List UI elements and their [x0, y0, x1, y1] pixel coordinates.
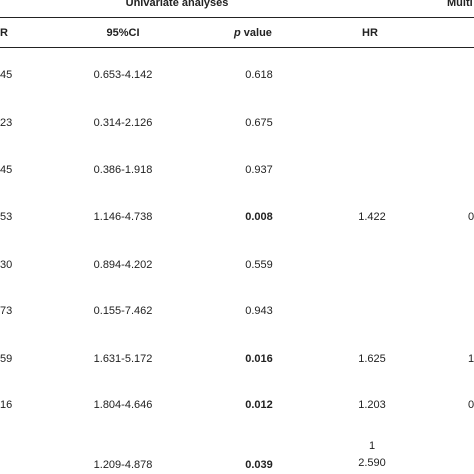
multi-hr-cell: 1.625 [358, 353, 386, 365]
hr-cell: 23 [0, 117, 13, 129]
ci-cell: 0.653-4.142 [93, 69, 153, 81]
hr-cell: 45 [0, 69, 13, 81]
ci-cell: 0.314-2.126 [93, 117, 153, 129]
ci-cell: 1.146-4.738 [93, 211, 153, 223]
col-header-multi-hr: HR [362, 27, 378, 39]
hr-cell: 73 [0, 305, 13, 317]
hr-cell: 16 [0, 399, 13, 411]
p-value-cell: 0.937 [245, 164, 273, 176]
header-rule-top [0, 17, 474, 18]
hr-cell: 30 [0, 259, 13, 271]
ci-cell: 0.155-7.462 [93, 305, 153, 317]
p-value-cell: 0.675 [245, 117, 273, 129]
hr-cell: 53 [0, 211, 13, 223]
p-value-cell: 0.008 [245, 211, 273, 223]
p-value-cell: 0.559 [245, 259, 273, 271]
col-header-hr: R [0, 27, 8, 39]
p-value-cell: 0.012 [245, 399, 273, 411]
univariate-group-header: Univariate analyses [125, 0, 229, 9]
ci-cell: 0.894-4.202 [93, 259, 153, 271]
multi-hr-cell-top: 1 [368, 440, 376, 452]
p-value-cell: 0.943 [245, 305, 273, 317]
hr-cell: 59 [0, 353, 13, 365]
multi-hr-cell: 1.203 [358, 399, 386, 411]
p-value-cell: 0.016 [245, 353, 273, 365]
ci-cell: 0.386-1.918 [93, 164, 153, 176]
multi-hr-cell: 2.590 [358, 457, 386, 469]
ci-cell: 1.804-4.646 [93, 399, 153, 411]
multi-next-cell: 0 [468, 211, 474, 223]
p-value-cell: 0.039 [245, 459, 273, 471]
hr-cell: 45 [0, 164, 13, 176]
multi-next-cell: 0 [468, 399, 474, 411]
multivariate-group-header: Multi [447, 0, 473, 9]
p-value-cell: 0.618 [245, 69, 273, 81]
col-header-p-value: p value [234, 27, 272, 39]
ci-cell: 1.209-4.878 [93, 459, 153, 471]
col-header-ci: 95%CI [106, 27, 140, 39]
multi-next-cell: 1 [468, 353, 474, 365]
header-rule-bottom [0, 47, 474, 48]
ci-cell: 1.631-5.172 [93, 353, 153, 365]
multi-hr-cell: 1.422 [358, 211, 386, 223]
